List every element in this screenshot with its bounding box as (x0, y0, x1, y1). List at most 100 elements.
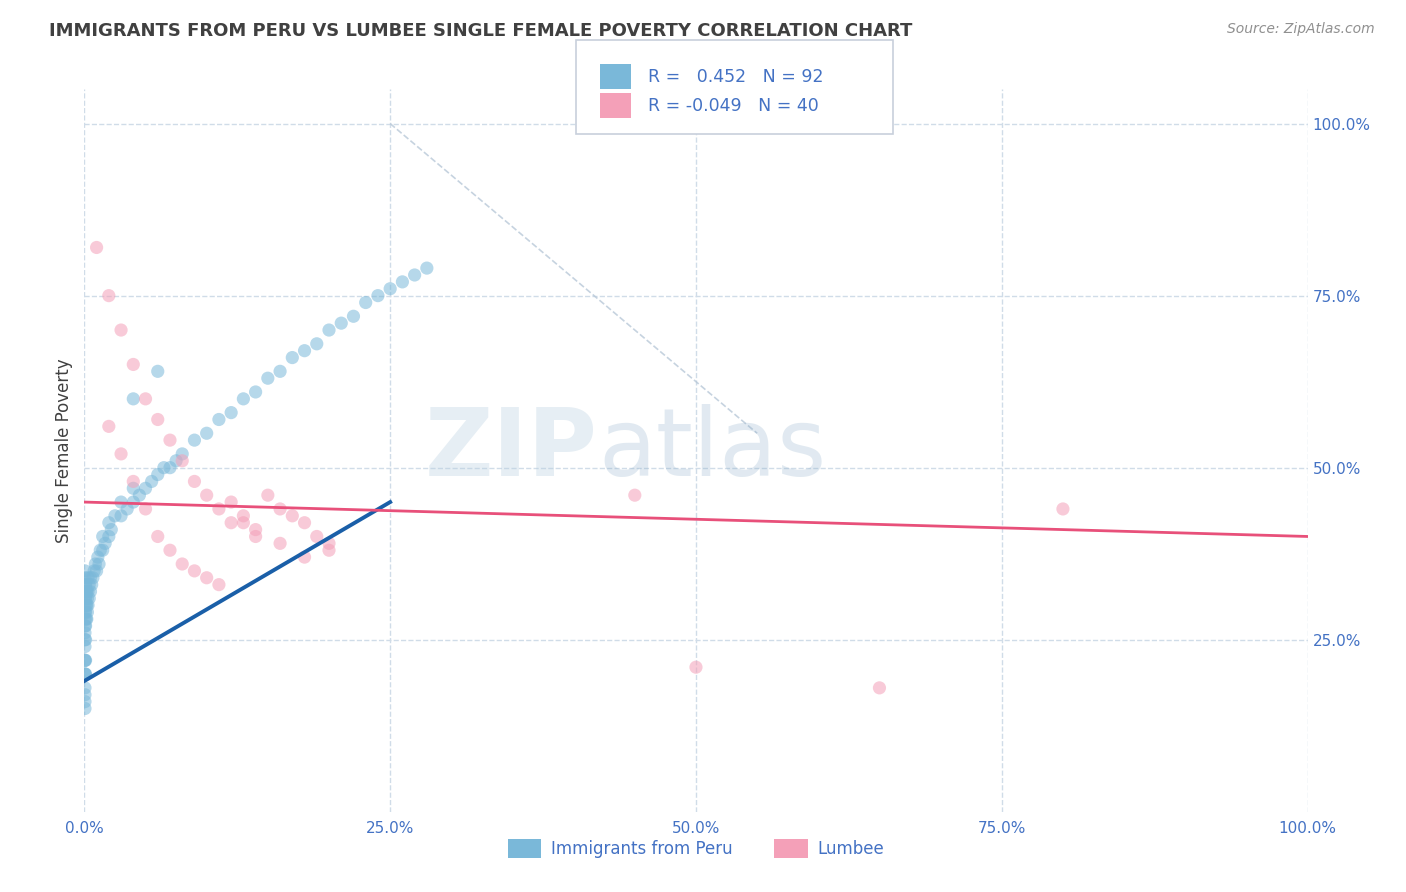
Point (73, 577, 96, 591)
Point (87, 557, 110, 571)
Point (135, 502, 157, 516)
Point (97, 516, 120, 530)
Point (100, 523, 122, 537)
Point (73, 632, 96, 647)
Point (73, 695, 96, 709)
Text: ZIP: ZIP (425, 404, 598, 497)
Point (87, 550, 110, 565)
Point (146, 364, 169, 378)
Point (110, 508, 132, 523)
Point (135, 392, 157, 406)
Point (75, 591, 97, 606)
Point (73, 612, 96, 626)
Point (79, 584, 101, 599)
Point (195, 488, 218, 502)
Point (269, 502, 291, 516)
Point (84, 557, 107, 571)
Point (367, 288, 389, 302)
Point (159, 433, 181, 447)
Point (115, 502, 138, 516)
Point (391, 275, 413, 289)
Point (257, 371, 280, 385)
Point (86, 240, 108, 254)
Point (159, 543, 181, 558)
Point (73, 591, 96, 606)
Point (76, 599, 98, 613)
Point (75, 577, 97, 591)
Point (122, 392, 145, 406)
Point (269, 364, 291, 378)
Point (76, 591, 98, 606)
Point (219, 406, 242, 420)
Point (159, 460, 181, 475)
Point (104, 508, 127, 523)
Point (183, 475, 205, 489)
Point (269, 536, 291, 550)
Point (73, 640, 96, 654)
Point (208, 502, 231, 516)
Point (305, 336, 328, 351)
Point (354, 295, 377, 310)
Point (232, 392, 254, 406)
Point (75, 584, 97, 599)
Point (172, 557, 194, 571)
Point (79, 571, 101, 585)
Point (83, 564, 105, 578)
Point (89, 543, 111, 558)
Point (232, 516, 254, 530)
Point (77, 591, 100, 606)
Point (73, 605, 96, 619)
Point (330, 316, 353, 330)
Point (73, 653, 96, 667)
Point (146, 467, 169, 482)
Point (146, 412, 169, 426)
Point (318, 536, 340, 550)
Point (75, 619, 97, 633)
Point (73, 571, 96, 585)
Point (73, 688, 96, 702)
Point (245, 384, 267, 399)
Point (404, 268, 426, 282)
Point (257, 488, 280, 502)
Point (183, 564, 205, 578)
Point (141, 475, 163, 489)
Point (76, 612, 98, 626)
Y-axis label: Single Female Poverty: Single Female Poverty (55, 359, 73, 542)
Point (73, 564, 96, 578)
Point (86, 564, 108, 578)
Point (416, 261, 439, 276)
Point (1052, 502, 1074, 516)
Point (110, 447, 132, 461)
Point (219, 495, 242, 509)
Point (75, 605, 97, 619)
Point (165, 454, 187, 468)
Point (91, 529, 114, 543)
Point (294, 516, 316, 530)
Point (153, 460, 176, 475)
Point (281, 508, 304, 523)
Point (318, 543, 340, 558)
Point (75, 599, 97, 613)
Point (208, 412, 231, 426)
Text: IMMIGRANTS FROM PERU VS LUMBEE SINGLE FEMALE POVERTY CORRELATION CHART: IMMIGRANTS FROM PERU VS LUMBEE SINGLE FE… (49, 22, 912, 40)
Point (305, 529, 328, 543)
Point (73, 667, 96, 681)
Point (232, 508, 254, 523)
Point (195, 426, 218, 441)
Point (73, 667, 96, 681)
Point (75, 667, 97, 681)
Point (73, 701, 96, 715)
Point (685, 660, 707, 674)
Point (380, 282, 402, 296)
Point (122, 495, 145, 509)
Point (342, 310, 364, 324)
Point (77, 577, 100, 591)
Legend: Immigrants from Peru, Lumbee: Immigrants from Peru, Lumbee (501, 832, 891, 865)
Point (195, 571, 218, 585)
Point (208, 577, 231, 591)
Point (73, 599, 96, 613)
Point (73, 619, 96, 633)
Point (77, 571, 100, 585)
Point (76, 584, 98, 599)
Point (294, 550, 316, 565)
